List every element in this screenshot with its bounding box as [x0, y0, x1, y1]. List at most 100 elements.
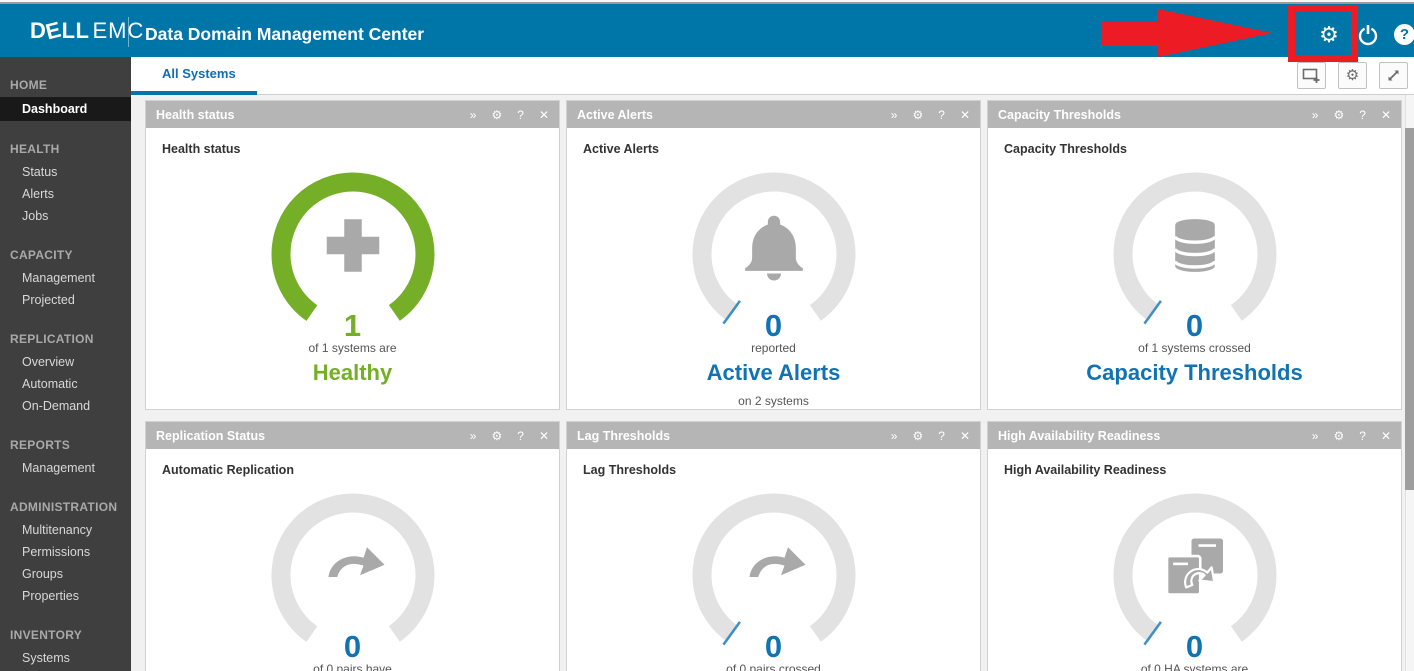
- health-gauge: 1: [269, 170, 437, 343]
- gear-icon[interactable]: ⚙: [912, 428, 924, 443]
- widget-header[interactable]: High Availability Readiness » ⚙ ? ✕: [988, 422, 1401, 449]
- widget-ha-readiness: High Availability Readiness » ⚙ ? ✕ High…: [987, 421, 1402, 671]
- collapse-icon[interactable]: »: [469, 428, 477, 443]
- widget-title: Active Alerts: [577, 107, 653, 122]
- gear-icon[interactable]: ⚙: [912, 107, 924, 122]
- sidebar-item-projected[interactable]: Projected: [22, 293, 75, 307]
- collapse-icon[interactable]: »: [890, 107, 898, 122]
- gauge-value: 0: [764, 629, 783, 664]
- sidebar-item-on-demand[interactable]: On-Demand: [22, 399, 91, 413]
- help-icon[interactable]: ?: [1359, 107, 1366, 122]
- close-icon[interactable]: ✕: [1380, 107, 1391, 122]
- gauge-value: 0: [764, 308, 783, 343]
- gauge-value: 0: [1185, 629, 1204, 664]
- vertical-scrollbar[interactable]: [1405, 95, 1414, 671]
- gauge-subtext: of 0 HA systems are: [1140, 662, 1249, 671]
- sidebar-item-capacity-management[interactable]: Management: [22, 271, 95, 285]
- gauge-label: Healthy: [312, 360, 393, 385]
- close-icon[interactable]: ✕: [959, 428, 970, 443]
- gear-icon[interactable]: ⚙: [1333, 107, 1345, 122]
- sidebar-item-dashboard[interactable]: Dashboard: [0, 97, 131, 121]
- sidebar-item-permissions[interactable]: Permissions: [22, 545, 91, 559]
- gauge-subtext: of 0 pairs crossed: [726, 662, 821, 671]
- dashboard-settings-button[interactable]: ⚙: [1338, 62, 1367, 89]
- help-icon[interactable]: ?: [517, 428, 524, 443]
- sidebar-section-replication: REPLICATION: [10, 332, 94, 346]
- app-title: Data Domain Management Center: [145, 24, 425, 44]
- annotation-highlight-box: [1288, 5, 1358, 62]
- bell-icon: [739, 211, 809, 286]
- sidebar-item-overview[interactable]: Overview: [22, 355, 75, 369]
- widget-title: Lag Thresholds: [577, 428, 671, 443]
- logo-divider: [128, 17, 129, 47]
- window-top-border: [0, 2, 1414, 4]
- help-icon[interactable]: ?: [1359, 428, 1366, 443]
- sidebar-item-properties[interactable]: Properties: [22, 589, 79, 603]
- sidebar-section-reports: REPORTS: [10, 438, 71, 452]
- gear-icon[interactable]: ⚙: [491, 107, 503, 122]
- close-icon[interactable]: ✕: [538, 428, 549, 443]
- widget-replication-status: Replication Status » ⚙ ? ✕ Automatic Rep…: [145, 421, 560, 671]
- expand-dashboard-button[interactable]: [1379, 62, 1408, 89]
- widget-title: Health status: [156, 107, 235, 122]
- sidebar-item-reports-management[interactable]: Management: [22, 461, 95, 475]
- widget-title: Capacity Thresholds: [998, 107, 1121, 122]
- sidebar-item-systems[interactable]: Systems: [22, 651, 70, 665]
- power-logout-icon[interactable]: [1356, 23, 1380, 47]
- gear-icon[interactable]: ⚙: [1333, 428, 1345, 443]
- sidebar-section-health: HEALTH: [10, 142, 60, 156]
- gauge-value: 0: [1185, 308, 1204, 343]
- expand-icon: [1388, 70, 1399, 81]
- settings-gear-icon[interactable]: ⚙: [1319, 22, 1339, 47]
- gauge-subtext: of 1 systems are: [308, 341, 397, 355]
- widget-header[interactable]: Lag Thresholds » ⚙ ? ✕: [567, 422, 980, 449]
- replication-arrow-icon: [739, 532, 809, 607]
- gauge-value: 0: [343, 629, 362, 664]
- replication-arrow-icon: [318, 532, 388, 607]
- sidebar-item-alerts[interactable]: Alerts: [22, 187, 54, 201]
- collapse-icon[interactable]: »: [890, 428, 898, 443]
- sidebar-item-jobs[interactable]: Jobs: [22, 209, 49, 223]
- help-icon[interactable]: ?: [938, 428, 945, 443]
- tab-all-systems[interactable]: All Systems: [131, 57, 257, 95]
- tab-bar: All Systems ⚙: [131, 57, 1414, 95]
- widget-header[interactable]: Active Alerts » ⚙ ? ✕: [567, 101, 980, 128]
- gauge-subtext: reported: [751, 341, 796, 355]
- annotation-arrow-head: [1158, 9, 1272, 57]
- widget-active-alerts: Active Alerts » ⚙ ? ✕ Active Alerts: [566, 100, 981, 410]
- widget-health-status: Health status » ⚙ ? ✕ Health status: [145, 100, 560, 410]
- close-icon[interactable]: ✕: [1380, 428, 1391, 443]
- help-icon[interactable]: ?: [938, 107, 945, 122]
- widget-lag-thresholds: Lag Thresholds » ⚙ ? ✕ Lag Thresholds: [566, 421, 981, 671]
- collapse-icon[interactable]: »: [469, 107, 477, 122]
- dashboard-content: Health status » ⚙ ? ✕ Health status: [131, 95, 1414, 671]
- ha-gauge: 0: [1111, 491, 1279, 664]
- scrollbar-thumb[interactable]: [1405, 128, 1414, 490]
- sidebar-section-home: HOME: [10, 78, 48, 92]
- sidebar-item-status[interactable]: Status: [22, 165, 58, 179]
- ha-failover-icon: [1160, 532, 1230, 607]
- sidebar-item-groups[interactable]: Groups: [22, 567, 63, 581]
- widget-header[interactable]: Replication Status » ⚙ ? ✕: [146, 422, 559, 449]
- help-icon[interactable]: ?: [517, 107, 524, 122]
- gear-icon: ⚙: [1345, 67, 1360, 84]
- sidebar-section-administration: ADMINISTRATION: [10, 500, 118, 514]
- widget-title: High Availability Readiness: [998, 428, 1161, 443]
- collapse-icon[interactable]: »: [1311, 107, 1319, 122]
- help-icon[interactable]: ?: [1394, 24, 1414, 45]
- add-widget-button[interactable]: [1297, 62, 1326, 89]
- alerts-gauge: 0: [690, 170, 858, 343]
- widget-header[interactable]: Capacity Thresholds » ⚙ ? ✕: [988, 101, 1401, 128]
- close-icon[interactable]: ✕: [959, 107, 970, 122]
- widget-body-label: Capacity Thresholds: [1004, 142, 1127, 156]
- sidebar-item-automatic[interactable]: Automatic: [22, 377, 78, 391]
- close-icon[interactable]: ✕: [538, 107, 549, 122]
- gear-icon[interactable]: ⚙: [491, 428, 503, 443]
- add-widget-icon: [1302, 68, 1320, 83]
- sidebar-section-inventory: INVENTORY: [10, 628, 83, 642]
- widget-body-label: Health status: [162, 142, 241, 156]
- widget-header[interactable]: Health status » ⚙ ? ✕: [146, 101, 559, 128]
- sidebar-item-multitenancy[interactable]: Multitenancy: [22, 523, 93, 537]
- collapse-icon[interactable]: »: [1311, 428, 1319, 443]
